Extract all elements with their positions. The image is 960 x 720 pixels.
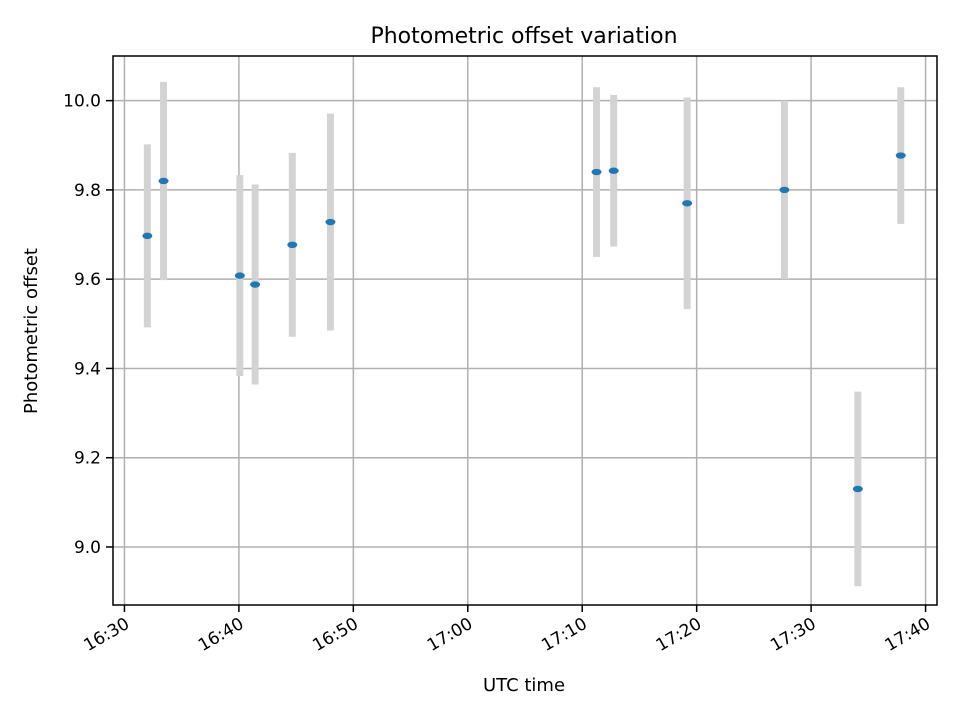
x-tick-label: 17:00 xyxy=(424,614,476,656)
y-tick-label: 9.8 xyxy=(74,181,101,201)
x-tick-label: 17:10 xyxy=(538,614,590,656)
data-point xyxy=(234,272,245,279)
y-axis-label: Photometric offset xyxy=(21,248,42,414)
x-axis-label: UTC time xyxy=(483,675,565,696)
grid-layer xyxy=(113,56,937,605)
x-ticks: 16:30 16:40 16:50 17:00 17:10 17:20 17:30 17:40 xyxy=(81,605,934,656)
x-tick-label: 16:50 xyxy=(309,614,361,656)
data-point xyxy=(287,241,298,249)
data-point xyxy=(895,152,906,159)
data-point xyxy=(682,200,693,207)
data-point xyxy=(325,218,336,226)
y-tick-label: 9.4 xyxy=(74,359,101,379)
x-tick-label: 17:20 xyxy=(653,614,705,656)
y-tick-label: 10.0 xyxy=(63,92,101,112)
chart-title: Photometric offset variation xyxy=(370,24,677,49)
y-ticks: 9.0 9.2 9.4 9.6 9.8 10.0 xyxy=(63,92,113,558)
data-point xyxy=(142,232,153,240)
x-tick-label: 17:30 xyxy=(767,614,819,656)
y-tick-label: 9.0 xyxy=(74,538,101,558)
y-tick-label: 9.2 xyxy=(74,449,101,469)
y-tick-label: 9.6 xyxy=(74,270,101,290)
errorbar-layer xyxy=(143,81,905,587)
data-point xyxy=(250,281,261,288)
data-point xyxy=(852,485,863,493)
data-point xyxy=(591,168,602,176)
data-point xyxy=(608,167,619,174)
plot-frame xyxy=(112,55,938,606)
x-tick-label: 16:30 xyxy=(81,614,133,656)
data-point xyxy=(158,177,169,185)
data-point xyxy=(779,186,790,194)
x-tick-label: 16:40 xyxy=(195,614,247,656)
x-tick-label: 17:40 xyxy=(882,614,934,656)
point-layer xyxy=(142,152,906,493)
